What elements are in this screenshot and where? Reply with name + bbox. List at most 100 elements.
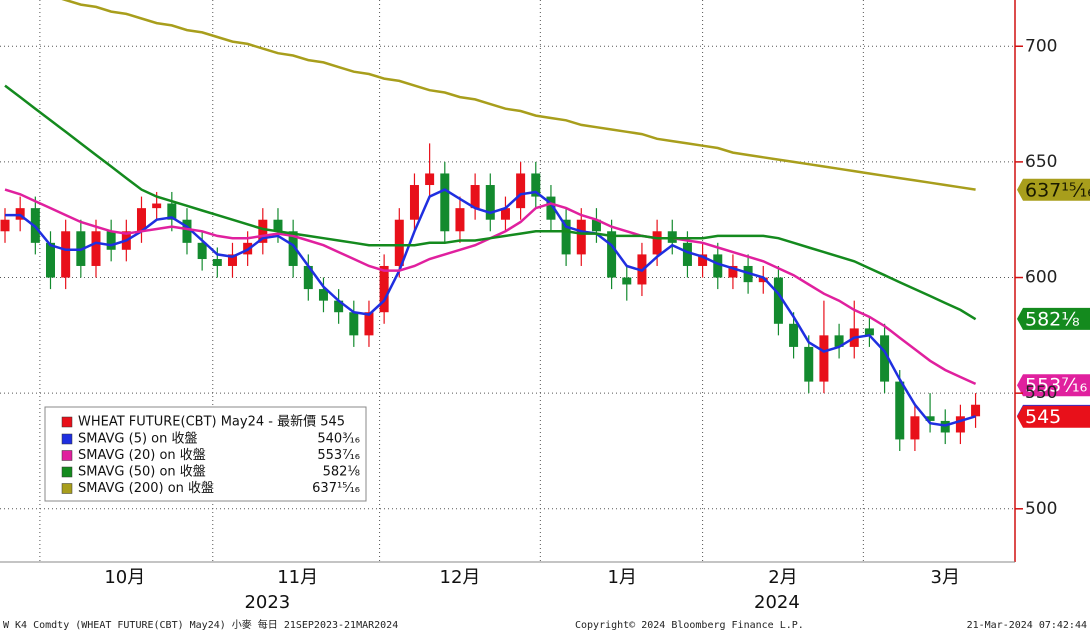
y-tick-label: 700 — [1025, 36, 1057, 56]
legend-swatch — [61, 433, 73, 445]
candle-body — [379, 265, 389, 313]
x-tick-label: 10月 — [104, 567, 145, 588]
candle-body — [167, 203, 177, 220]
legend-swatch — [61, 483, 73, 494]
candle-body — [364, 312, 374, 336]
price-tag: 582⅛ — [1017, 307, 1090, 330]
candle-body — [197, 242, 207, 260]
price-tag: 545 — [1017, 405, 1090, 428]
legend: WHEAT FUTURE(CBT) May24 - 最新價 545 SMAVG (… — [44, 406, 367, 502]
candle-body — [652, 231, 662, 255]
candle-body — [485, 185, 495, 220]
legend-label: SMAVG (200) on 收盤 — [78, 481, 214, 496]
candle-body — [334, 300, 344, 313]
price-tag: 553⁷⁄₁₆ — [1017, 374, 1090, 397]
legend-value: 582⅛ — [323, 465, 361, 480]
x-tick-label: 1月 — [607, 567, 636, 588]
candle-body — [303, 265, 313, 290]
price-tag-label: 582⅛ — [1025, 308, 1080, 330]
candle-body — [288, 231, 298, 266]
legend-label: SMAVG (50) on 收盤 — [78, 465, 206, 480]
legend-swatch — [61, 416, 73, 428]
candle-body — [955, 416, 965, 433]
legend-swatch — [61, 450, 73, 461]
legend-label: SMAVG (20) on 收盤 — [78, 448, 206, 463]
candle-body — [804, 346, 814, 382]
candle-body — [318, 289, 328, 301]
x-tick-label: 2月 — [768, 567, 797, 588]
y-tick-label: 550 — [1025, 383, 1057, 403]
price-tag-box — [1017, 374, 1090, 397]
price-tag: 637¹⁵⁄₁₆ — [1017, 178, 1090, 201]
candle-body — [91, 231, 101, 266]
candle-body — [622, 277, 632, 285]
candle-body — [394, 219, 404, 266]
x-tick-label: 3月 — [931, 567, 960, 588]
candle-body — [591, 219, 601, 232]
candle-body — [470, 185, 480, 209]
x-tick-label: 12月 — [440, 567, 481, 588]
price-tag-box — [1017, 405, 1090, 428]
y-tick-label: 650 — [1025, 152, 1057, 172]
candle-body — [61, 231, 71, 278]
year-label: 2023 — [244, 592, 290, 613]
price-tag-box — [1017, 178, 1090, 201]
candle-body — [682, 242, 692, 266]
candle-body — [713, 254, 723, 278]
candle-body — [789, 323, 799, 347]
candle-body — [152, 203, 162, 209]
candle-body — [561, 219, 571, 255]
ma-line — [5, 188, 976, 427]
candle-body — [409, 185, 419, 220]
price-tag-box — [1017, 307, 1090, 330]
footer-left: W K4 Comdty (WHEAT FUTURE(CBT) May24) 小麥… — [3, 618, 398, 631]
ma-line — [4, 84, 977, 321]
year-label: 2024 — [754, 592, 800, 613]
candle-body — [531, 173, 541, 197]
plot-area — [0, 0, 1015, 562]
candle-body — [925, 416, 935, 421]
candle-body — [895, 381, 905, 440]
candle-body — [0, 219, 10, 232]
candle-body — [440, 173, 450, 232]
candle-body — [819, 335, 829, 382]
ma-line — [61, 0, 976, 191]
candle-body — [576, 219, 586, 255]
price-tag-label: 545 — [1025, 406, 1061, 428]
candle-body — [546, 196, 556, 220]
candle-body — [728, 265, 738, 278]
candle-body — [425, 173, 435, 186]
legend-label: WHEAT FUTURE(CBT) May24 - 最新價 545 — [78, 414, 345, 430]
legend-value: 553⁷⁄₁₆ — [317, 448, 360, 463]
candle-body — [758, 277, 768, 283]
candle-body — [455, 208, 465, 232]
candle-body — [971, 404, 981, 417]
price-tag-label: 637¹⁵⁄₁₆ — [1025, 179, 1090, 201]
candle-body — [227, 254, 237, 266]
legend-box — [44, 406, 367, 502]
y-tick-label: 500 — [1025, 499, 1057, 519]
candle-body — [773, 277, 783, 324]
candle-body — [910, 416, 920, 440]
y-tick-label: 600 — [1025, 268, 1057, 288]
candle-body — [698, 254, 708, 266]
footer-center: Copyright© 2024 Bloomberg Finance L.P. — [575, 620, 804, 631]
candle-body — [182, 219, 192, 243]
legend-swatch — [61, 466, 73, 478]
candle-body — [864, 328, 874, 336]
legend-label: SMAVG (5) on 收盤 — [78, 432, 198, 447]
candle-body — [273, 219, 283, 232]
candle-body — [45, 242, 55, 278]
candle-body — [880, 335, 890, 382]
candle-body — [212, 259, 222, 266]
legend-value: 637¹⁵⁄₁₆ — [312, 481, 360, 496]
candle-body — [500, 208, 510, 220]
price-tag-label: 553⁷⁄₁₆ — [1025, 375, 1087, 397]
candle-body — [834, 335, 844, 347]
candle-body — [516, 173, 526, 209]
candle-body — [349, 312, 359, 336]
x-tick-label: 11月 — [277, 567, 318, 588]
legend-value: 540³⁄₁₆ — [317, 432, 360, 447]
